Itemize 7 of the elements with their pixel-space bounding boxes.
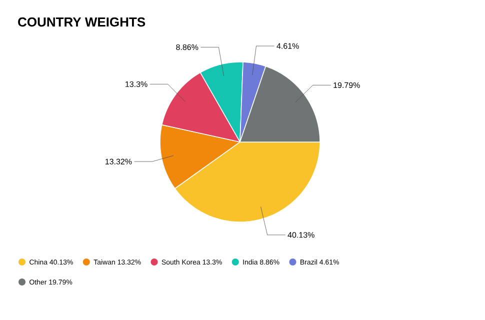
data-label: 8.86% <box>176 44 198 50</box>
chart-title: COUNTRY WEIGHTS <box>18 17 146 27</box>
data-label: 4.61% <box>276 43 299 49</box>
data-label: 13.3% <box>126 81 148 87</box>
data-label: 13.32% <box>106 158 132 164</box>
data-label: 40.13% <box>288 232 314 238</box>
data-label: 19.79% <box>334 82 360 88</box>
